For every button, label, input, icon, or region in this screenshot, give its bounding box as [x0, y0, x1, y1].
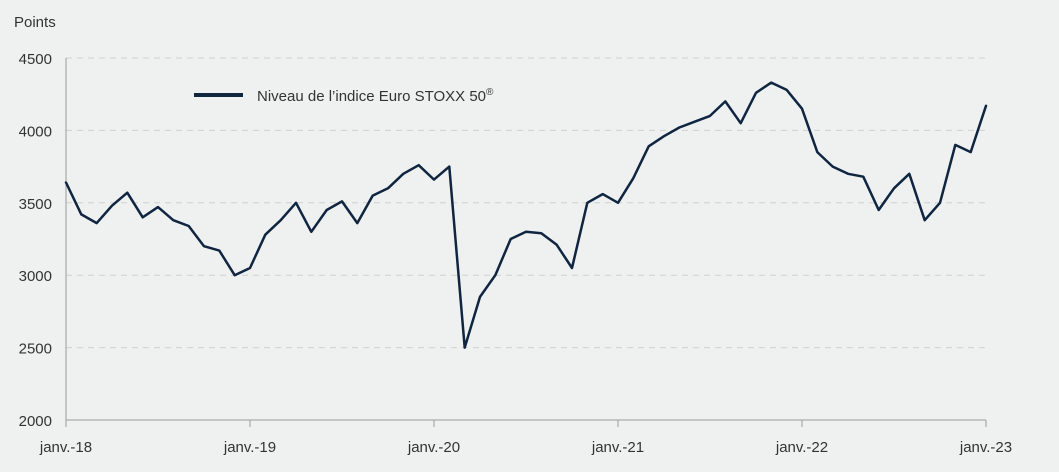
y-tick-label: 3000	[19, 268, 52, 285]
y-tick-label: 4000	[19, 123, 52, 140]
x-tick-label: janv.-19	[223, 439, 276, 456]
x-tick-label: janv.-22	[775, 439, 828, 456]
x-tick-label: janv.-18	[39, 439, 92, 456]
y-tick-label: 3500	[19, 196, 52, 213]
y-tick-label: 2500	[19, 341, 52, 358]
x-tick-label: janv.-21	[591, 439, 644, 456]
legend: Niveau de l’indice Euro STOXX 50®	[194, 87, 494, 105]
legend-registered-mark: ®	[486, 87, 494, 98]
legend-series-name: Niveau de l’indice Euro STOXX 50	[257, 88, 486, 105]
y-tick-labels: 2000 2500 3000 3500 4000 4500	[19, 51, 52, 430]
y-axis-title: Points	[14, 14, 56, 31]
x-tick-labels: janv.-18 janv.-19 janv.-20 janv.-21 janv.-22…	[39, 420, 1012, 456]
y-tick-label: 2000	[19, 413, 52, 430]
legend-label: Niveau de l’indice Euro STOXX 50®	[257, 87, 494, 105]
series-lines	[64, 81, 988, 349]
gridlines	[66, 57, 986, 349]
x-tick-label: janv.-20	[407, 439, 460, 456]
y-tick-label: 4500	[19, 51, 52, 68]
axes	[65, 58, 986, 421]
series-line	[64, 81, 988, 349]
x-tick-label: janv.-23	[959, 439, 1012, 456]
